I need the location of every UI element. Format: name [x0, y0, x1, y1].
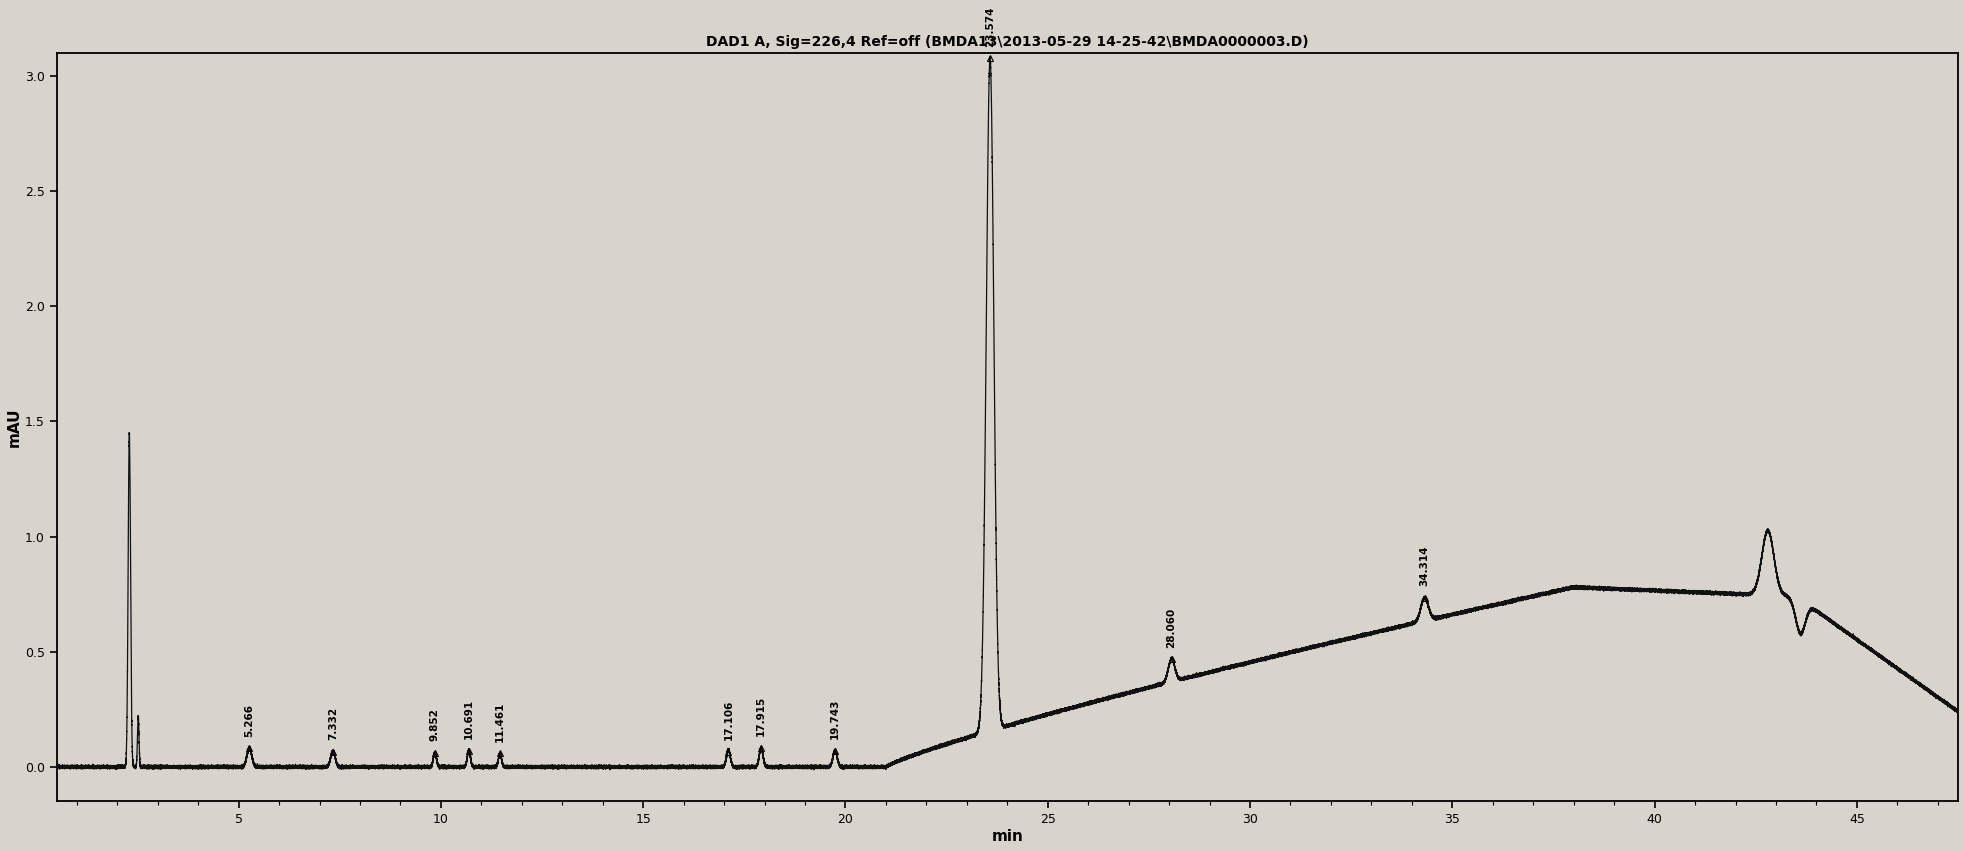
Text: 7.332: 7.332 [328, 707, 338, 740]
Text: 28.060: 28.060 [1167, 608, 1176, 648]
Text: 19.743: 19.743 [829, 699, 841, 739]
Text: 10.691: 10.691 [464, 699, 473, 740]
X-axis label: min: min [992, 829, 1023, 844]
Text: 11.461: 11.461 [495, 701, 505, 741]
Text: 17.915: 17.915 [756, 696, 766, 736]
Text: 17.106: 17.106 [723, 700, 733, 740]
Text: 9.852: 9.852 [430, 708, 440, 741]
Text: 34.314: 34.314 [1418, 545, 1430, 586]
Title: DAD1 A, Sig=226,4 Ref=off (BMDA13\2013-05-29 14-25-42\BMDA0000003.D): DAD1 A, Sig=226,4 Ref=off (BMDA13\2013-0… [705, 35, 1308, 49]
Y-axis label: mAU: mAU [8, 408, 22, 447]
Text: 23.574: 23.574 [984, 6, 994, 47]
Text: 5.266: 5.266 [244, 704, 253, 737]
